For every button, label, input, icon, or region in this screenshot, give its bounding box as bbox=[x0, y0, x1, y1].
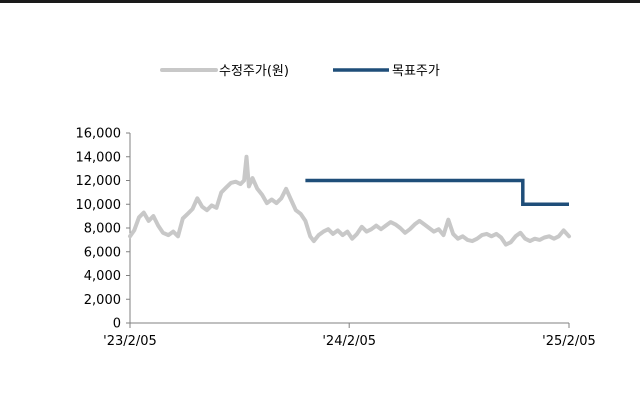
series-line-target-price bbox=[305, 178, 569, 207]
y-tick-label: 8,000 bbox=[84, 222, 121, 237]
y-tick-label: 0 bbox=[113, 317, 121, 332]
series-layer bbox=[128, 154, 571, 247]
chart-panel: 수정주가(원) 목표주가 0 2,000 4,000 6,000 8,000 10,000 1… bbox=[0, 3, 640, 415]
y-tick-label: 2,000 bbox=[84, 293, 121, 308]
x-tick-label: '25/2/05 bbox=[542, 334, 596, 349]
stock-price-chart: 수정주가(원) 목표주가 0 2,000 4,000 6,000 8,000 10,000 1… bbox=[76, 64, 596, 349]
y-tick-label: 4,000 bbox=[84, 269, 121, 284]
y-axis: 0 2,000 4,000 6,000 8,000 10,000 12,000 14,000 1… bbox=[76, 127, 131, 332]
top-rule bbox=[0, 0, 640, 3]
legend-label: 수정주가(원) bbox=[219, 64, 289, 79]
x-axis: '23/2/05 '24/2/05 '25/2/05 bbox=[103, 322, 596, 349]
series-line-adjusted-price bbox=[128, 154, 571, 247]
y-tick-label: 16,000 bbox=[76, 127, 122, 142]
legend-label: 목표주가 bbox=[392, 64, 440, 79]
y-tick-label: 6,000 bbox=[84, 245, 121, 260]
y-tick-label: 10,000 bbox=[76, 198, 122, 213]
x-tick-label: '24/2/05 bbox=[322, 334, 376, 349]
y-tick-label: 12,000 bbox=[76, 174, 122, 189]
y-tick-label: 14,000 bbox=[76, 150, 122, 165]
chart-legend: 수정주가(원) 목표주가 bbox=[160, 64, 440, 79]
x-tick-label: '23/2/05 bbox=[103, 334, 157, 349]
